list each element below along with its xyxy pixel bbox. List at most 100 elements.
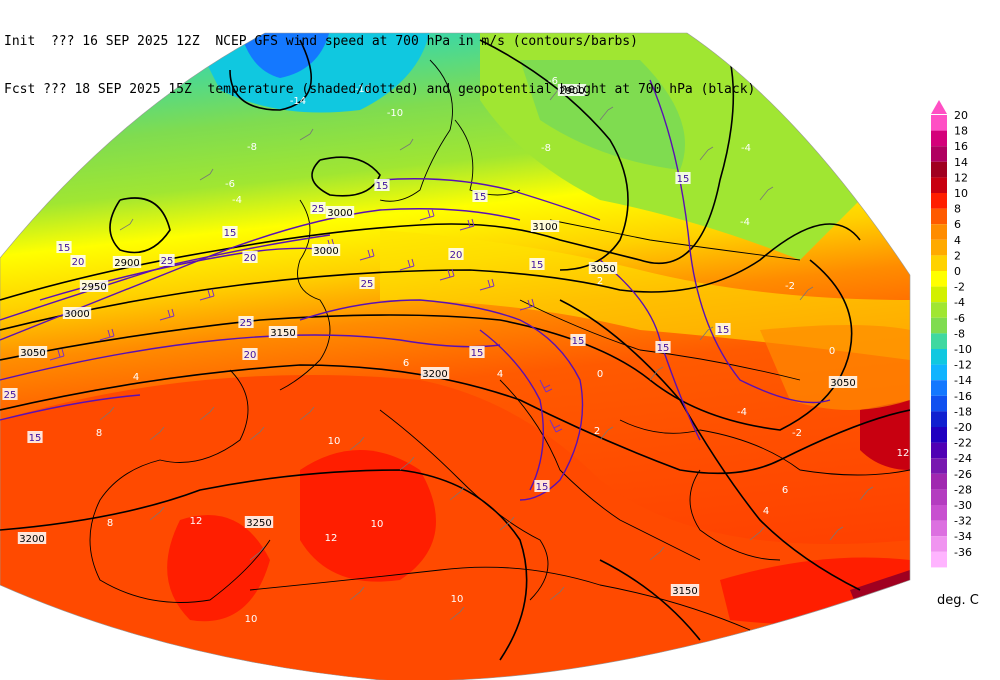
height-label: 3050 bbox=[20, 348, 45, 359]
legend-level-label: -36 bbox=[954, 546, 972, 559]
legend-swatch bbox=[931, 489, 947, 505]
legend-swatch bbox=[931, 130, 947, 147]
temperature-label: -4 bbox=[737, 407, 747, 418]
legend-swatch bbox=[931, 505, 947, 521]
temperature-label: 12 bbox=[190, 516, 203, 527]
temperature-label: 0 bbox=[597, 369, 603, 380]
legend-unit-label: deg. C bbox=[937, 593, 979, 608]
height-label-bg bbox=[268, 326, 298, 338]
legend-level-label: -26 bbox=[954, 468, 972, 481]
height-label: 3200 bbox=[19, 534, 44, 545]
legend-level-label: -4 bbox=[954, 296, 965, 309]
height-label-bg bbox=[112, 256, 142, 268]
legend-swatch bbox=[931, 411, 947, 427]
wind-speed-label: 25 bbox=[161, 256, 174, 267]
wind-speed-label-bg bbox=[529, 258, 545, 270]
height-label-bg bbox=[62, 307, 92, 319]
wind-speed-label: 20 bbox=[450, 250, 463, 261]
legend-swatch bbox=[931, 255, 947, 271]
legend-swatch bbox=[931, 458, 947, 474]
temperature-label: 6 bbox=[782, 485, 788, 496]
legend-swatch bbox=[931, 161, 947, 178]
legend-level-label: 8 bbox=[954, 203, 961, 216]
temperature-label: 2 bbox=[597, 276, 603, 287]
legend-level-label: -8 bbox=[954, 327, 965, 340]
legend-level-label: -24 bbox=[954, 452, 972, 465]
height-label-bg bbox=[311, 244, 341, 256]
legend-swatch bbox=[931, 349, 947, 365]
temperature-label: 4 bbox=[133, 372, 139, 383]
legend-swatch bbox=[931, 395, 947, 412]
wind-speed-label-bg bbox=[222, 226, 238, 238]
height-label: 3150 bbox=[672, 586, 697, 597]
wind-speed-label-bg bbox=[374, 179, 390, 191]
legend-level-label: -28 bbox=[954, 483, 972, 496]
legend-level-label: 4 bbox=[954, 234, 961, 247]
wind-speed-label: 25 bbox=[4, 390, 17, 401]
legend-swatch bbox=[931, 239, 947, 256]
height-label-bg bbox=[79, 280, 109, 292]
legend-level-label: -12 bbox=[954, 359, 972, 372]
legend-level-label: 18 bbox=[954, 125, 968, 138]
map-boundary bbox=[0, 32, 911, 680]
temperature-label: 10 bbox=[451, 594, 464, 605]
wind-speed-label: 15 bbox=[471, 348, 484, 359]
wind-speed-label-bg bbox=[675, 172, 691, 184]
legend-swatch bbox=[931, 520, 947, 537]
height-label: 2900 bbox=[114, 258, 139, 269]
legend-level-label: 14 bbox=[954, 156, 968, 169]
legend-swatch bbox=[931, 473, 947, 490]
wind-speed-label: 20 bbox=[72, 257, 85, 268]
strong-wind-barbs bbox=[49, 208, 563, 433]
legend-swatch bbox=[931, 317, 947, 334]
temperature-label: -8 bbox=[541, 143, 551, 154]
temperature-label: 2 bbox=[594, 426, 600, 437]
height-label-bg bbox=[557, 84, 587, 96]
temperature-label: 10 bbox=[371, 519, 384, 530]
height-label: 3150 bbox=[270, 328, 295, 339]
height-label: 2950 bbox=[81, 282, 106, 293]
legend-swatch bbox=[931, 551, 947, 568]
temperature-label: 4 bbox=[497, 369, 503, 380]
height-label: 3050 bbox=[590, 264, 615, 275]
temperature-label: -10 bbox=[387, 108, 403, 119]
wind-speed-label-bg bbox=[159, 254, 175, 266]
temperature-label: 4 bbox=[763, 506, 769, 517]
legend-level-label: -10 bbox=[954, 343, 972, 356]
temperature-label: -6 bbox=[225, 179, 235, 190]
legend-swatch bbox=[931, 177, 947, 193]
wind-speed-label: 15 bbox=[717, 325, 730, 336]
height-label-bg bbox=[828, 376, 858, 388]
legend-level-label: -34 bbox=[954, 530, 972, 543]
legend-swatch bbox=[931, 193, 947, 209]
wind-speed-label-bg bbox=[715, 323, 731, 335]
wind-speed-label-bg bbox=[655, 341, 671, 353]
header-line-forecast: Fcst ??? 18 SEP 2025 15Z temperature (sh… bbox=[4, 82, 756, 97]
legend-swatch bbox=[931, 224, 947, 240]
legend-swatch bbox=[931, 427, 947, 443]
height-label: 3250 bbox=[246, 518, 271, 529]
temperature-label: 12 bbox=[897, 448, 910, 459]
legend-level-label: -14 bbox=[954, 374, 972, 387]
legend-level-label: -22 bbox=[954, 437, 972, 450]
wind-labels: 1515151520252520152015151525151525152015… bbox=[2, 172, 731, 493]
temperature-label: 8 bbox=[107, 518, 113, 529]
wind-speed-label: 15 bbox=[29, 433, 42, 444]
wind-speed-label: 15 bbox=[677, 174, 690, 185]
wind-speed-label-bg bbox=[242, 251, 258, 263]
wind-speed-label-bg bbox=[2, 388, 18, 400]
wind-speed-label-bg bbox=[242, 348, 258, 360]
header-line-init: Init ??? 16 SEP 2025 12Z NCEP GFS wind s… bbox=[4, 34, 638, 49]
legend-level-label: 20 bbox=[954, 109, 968, 122]
legend-level-label: -16 bbox=[954, 390, 972, 403]
temperature-label: -4 bbox=[740, 217, 750, 228]
legend-swatch bbox=[931, 286, 947, 303]
legend-swatch bbox=[931, 380, 947, 396]
temperature-label: 0 bbox=[829, 346, 835, 357]
wind-speed-label-bg bbox=[56, 241, 72, 253]
temperature-label: 6 bbox=[403, 358, 409, 369]
height-label-bg bbox=[244, 516, 274, 528]
temperature-label: -8 bbox=[247, 142, 257, 153]
height-contours bbox=[0, 39, 910, 661]
